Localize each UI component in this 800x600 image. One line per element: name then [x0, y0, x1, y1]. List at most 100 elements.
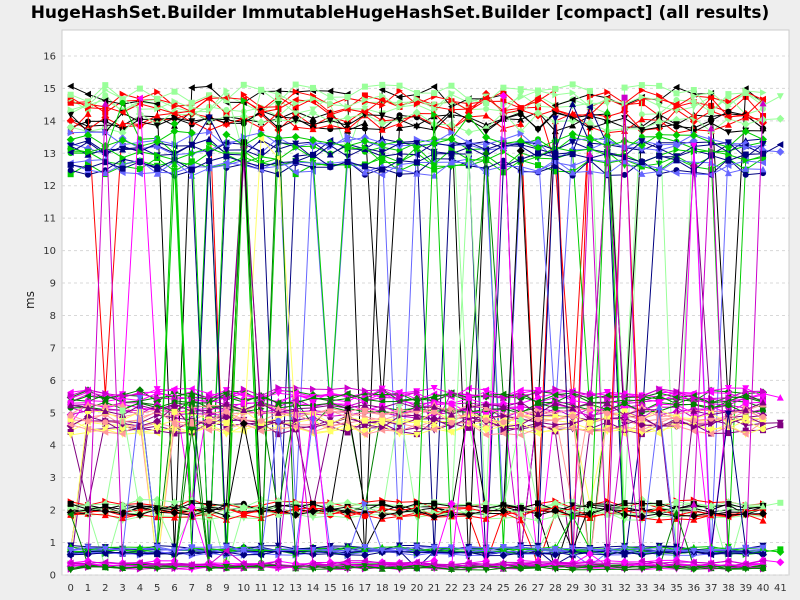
- data-point: [500, 394, 507, 402]
- data-point: [465, 424, 472, 431]
- data-point: [136, 401, 144, 409]
- data-point: [655, 548, 664, 557]
- data-point: [188, 500, 195, 507]
- data-point: [760, 150, 767, 157]
- data-point: [396, 171, 403, 178]
- y-tick-label: 16: [43, 51, 56, 62]
- data-point: [673, 140, 680, 148]
- data-point: [430, 83, 438, 91]
- data-point: [517, 404, 524, 411]
- data-point: [707, 124, 715, 132]
- data-point: [673, 388, 680, 395]
- data-point: [586, 167, 594, 175]
- data-point: [344, 429, 351, 436]
- data-point: [448, 142, 455, 150]
- data-point: [274, 404, 282, 412]
- data-point: [378, 547, 386, 554]
- data-point: [413, 404, 421, 411]
- data-point: [569, 419, 577, 427]
- data-point: [119, 154, 127, 162]
- data-point: [171, 420, 178, 427]
- data-point: [223, 106, 230, 113]
- data-point: [638, 170, 646, 177]
- data-point: [776, 394, 784, 401]
- data-point: [656, 500, 663, 507]
- x-tick-label: 27: [532, 583, 545, 594]
- x-tick-label: 29: [566, 583, 579, 594]
- data-point: [344, 404, 351, 412]
- data-point: [412, 108, 421, 117]
- data-point: [568, 130, 577, 138]
- data-point: [240, 406, 248, 413]
- data-point: [396, 393, 403, 401]
- data-point: [360, 551, 369, 560]
- data-point: [344, 122, 352, 129]
- data-point: [569, 566, 577, 574]
- data-point: [154, 105, 161, 113]
- data-point: [154, 390, 161, 397]
- data-point: [777, 422, 784, 429]
- data-point: [621, 517, 629, 524]
- data-point: [569, 139, 577, 146]
- data-point: [535, 162, 542, 169]
- data-point: [326, 543, 334, 550]
- data-point: [292, 123, 300, 131]
- data-point: [465, 546, 473, 553]
- x-tick-label: 39: [739, 583, 752, 594]
- data-point: [344, 153, 352, 161]
- data-point: [482, 567, 490, 574]
- data-point: [431, 105, 438, 113]
- series: [67, 86, 767, 566]
- data-point: [776, 548, 785, 556]
- data-point: [171, 387, 178, 395]
- data-point: [482, 428, 490, 435]
- data-point: [171, 561, 178, 568]
- data-point: [759, 399, 767, 406]
- data-point: [119, 99, 126, 106]
- data-point: [690, 427, 697, 435]
- data-point: [535, 416, 542, 423]
- data-point: [222, 543, 230, 551]
- data-point: [638, 127, 646, 134]
- data-point: [517, 109, 525, 117]
- data-point: [275, 384, 282, 392]
- data-point: [707, 546, 715, 553]
- data-point: [620, 510, 629, 519]
- data-point: [534, 167, 541, 175]
- x-tick-label: 10: [237, 583, 250, 594]
- data-point: [379, 411, 386, 418]
- data-point: [258, 163, 265, 170]
- data-point: [84, 425, 91, 433]
- data-point: [586, 428, 593, 436]
- data-point: [655, 124, 663, 131]
- data-point: [101, 428, 109, 436]
- data-point: [344, 145, 352, 153]
- data-point: [742, 544, 750, 552]
- data-point: [586, 419, 593, 426]
- data-point: [690, 401, 697, 408]
- data-point: [482, 133, 491, 142]
- data-point: [500, 84, 507, 91]
- data-point: [84, 161, 91, 168]
- data-point: [759, 99, 767, 107]
- data-point: [136, 85, 143, 92]
- data-point: [291, 132, 300, 141]
- data-point: [101, 564, 109, 571]
- data-point: [309, 560, 316, 568]
- data-point: [222, 147, 230, 154]
- data-point: [430, 172, 438, 179]
- data-point: [656, 82, 663, 89]
- data-point: [257, 561, 265, 569]
- data-point: [448, 129, 455, 136]
- data-point: [102, 82, 109, 89]
- data-point: [724, 162, 732, 169]
- x-tick-label: 23: [462, 583, 475, 594]
- data-point: [240, 97, 248, 105]
- data-point: [413, 388, 421, 396]
- data-point: [344, 158, 351, 165]
- data-point: [535, 500, 542, 507]
- data-point: [188, 107, 195, 115]
- data-point: [673, 416, 680, 423]
- data-point: [707, 564, 715, 572]
- x-tick-label: 3: [119, 583, 125, 594]
